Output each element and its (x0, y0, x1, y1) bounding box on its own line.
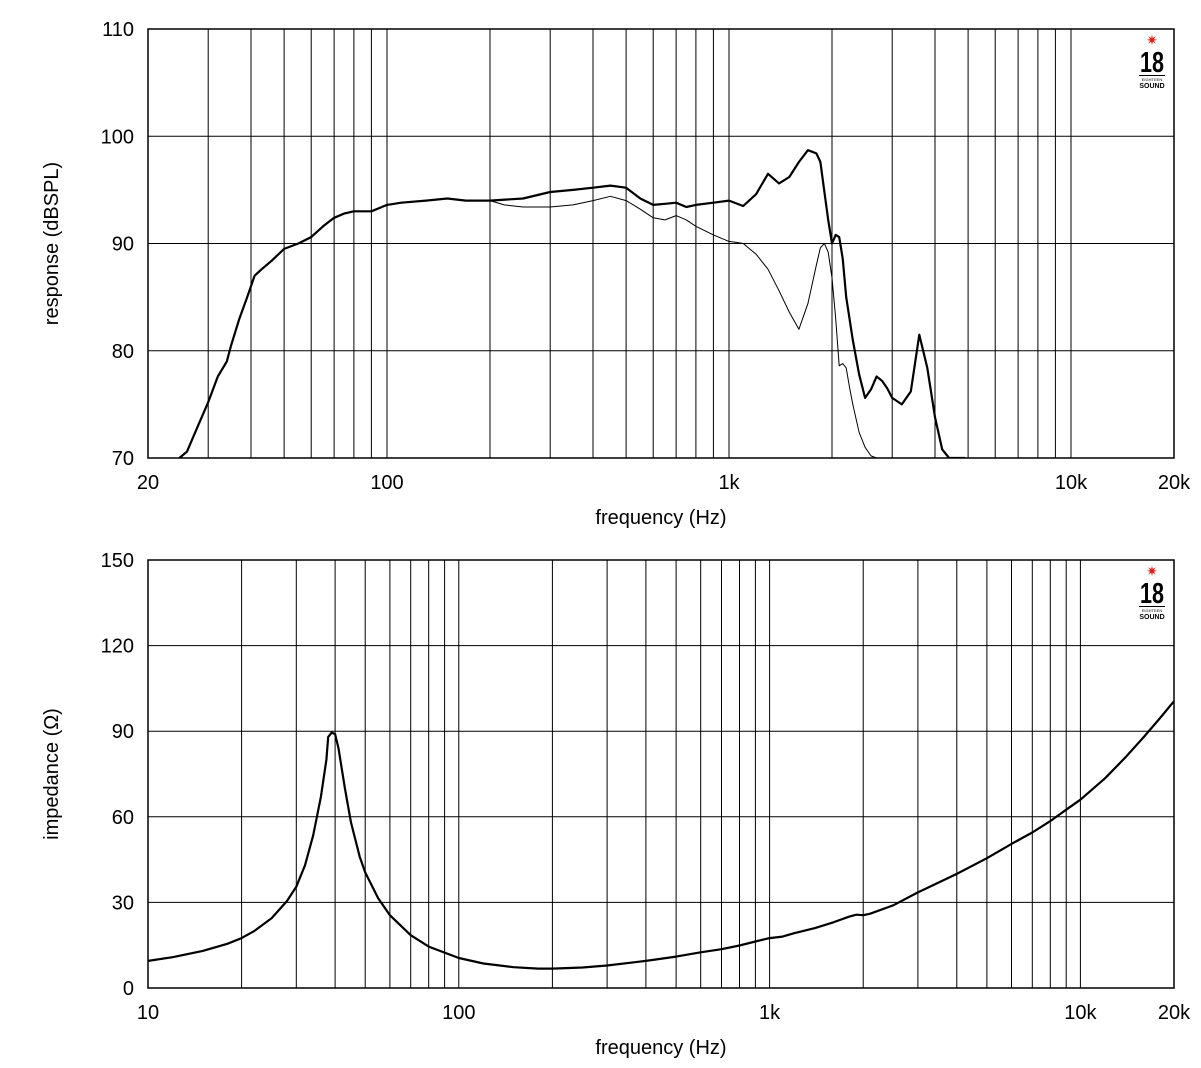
impedance-x-axis-label: frequency (Hz) (595, 1037, 726, 1059)
response-chart: 20 100 1k 10k 20k 70 80 90 100 110 frequency (Hz… (41, 19, 1191, 529)
y-tick-label: 30 (112, 892, 134, 914)
logo-rule (1139, 606, 1165, 607)
impedance-y-axis-label: impedance (Ω) (41, 708, 63, 840)
logo-word: SOUND (1139, 614, 1164, 621)
impedance-grid (148, 559, 1174, 989)
y-tick-label: 100 (101, 126, 134, 148)
logo-number: 18 (1140, 578, 1164, 610)
y-tick-label: 150 (101, 550, 134, 572)
y-tick-label: 80 (112, 341, 134, 363)
x-tick-label: 20 (137, 472, 159, 494)
logo-rule (1139, 75, 1165, 76)
logo-subtext: EIGHTEEN (1142, 77, 1163, 82)
x-tick-label: 10k (1055, 472, 1088, 494)
x-tick-label: 100 (442, 1002, 475, 1024)
impedance-chart: 10 100 1k 10k 20k 0 30 60 90 120 150 frequency (H… (41, 550, 1191, 1059)
x-tick-label: 20k (1158, 1002, 1191, 1024)
logo-word: SOUND (1139, 83, 1164, 90)
y-tick-label: 110 (102, 19, 134, 41)
y-tick-label: 70 (112, 448, 134, 470)
series-line-1 (178, 149, 966, 458)
logo-subtext: EIGHTEEN (1142, 608, 1163, 613)
impedance-y-tick-labels: 0 30 60 90 120 150 (101, 550, 134, 1000)
brand-logo: ✷ 18 EIGHTEEN SOUND (1139, 563, 1165, 621)
response-plot-frame (147, 28, 1175, 459)
response-grid (148, 28, 1174, 459)
x-tick-label: 1k (718, 472, 740, 494)
impedance-plot-frame (147, 559, 1175, 989)
y-tick-label: 90 (112, 234, 134, 256)
response-y-axis-label: response (dBSPL) (41, 162, 63, 325)
y-tick-label: 60 (112, 807, 134, 829)
impedance-series (148, 700, 1174, 970)
y-tick-label: 120 (101, 636, 134, 658)
response-series (178, 149, 966, 458)
x-tick-label: 10 (137, 1002, 159, 1024)
logo-number: 18 (1140, 47, 1164, 79)
impedance-x-tick-labels: 10 100 1k 10k 20k (137, 1002, 1191, 1024)
logo-star-icon: ✷ (1146, 563, 1158, 579)
logo-star-icon: ✷ (1146, 32, 1158, 48)
brand-logo: ✷ 18 EIGHTEEN SOUND (1139, 32, 1165, 90)
series-line-1 (148, 700, 1174, 970)
response-x-tick-labels: 20 100 1k 10k 20k (137, 472, 1191, 494)
y-tick-label: 90 (112, 721, 134, 743)
x-tick-label: 20k (1158, 472, 1191, 494)
x-tick-label: 1k (759, 1002, 781, 1024)
x-tick-label: 10k (1064, 1002, 1097, 1024)
y-tick-label: 0 (123, 978, 134, 1000)
series-line-2 (489, 195, 877, 458)
response-x-axis-label: frequency (Hz) (595, 507, 726, 529)
response-y-tick-labels: 70 80 90 100 110 (101, 19, 134, 470)
x-tick-label: 100 (370, 472, 403, 494)
